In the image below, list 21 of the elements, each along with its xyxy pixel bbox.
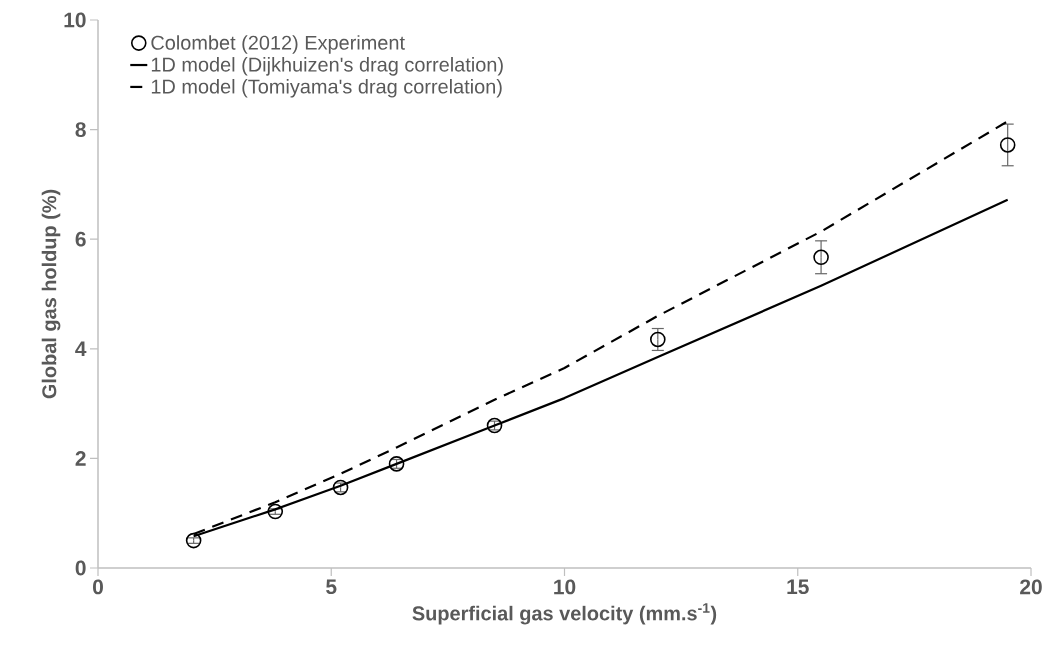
x-tick-label: 5 xyxy=(326,579,337,595)
y-tick-label: 8 xyxy=(75,122,86,137)
x-tick-label: 0 xyxy=(93,579,103,595)
x-tick-label: 20 xyxy=(1020,579,1042,595)
point xyxy=(185,532,202,549)
legend-label: 1D model (Dijkhuizen's drag correlation) xyxy=(151,57,503,76)
point xyxy=(999,137,1016,153)
y-tick-label: 2 xyxy=(75,451,86,466)
x-tick-label: 10 xyxy=(554,579,576,595)
y-tick-label: 0 xyxy=(75,560,86,576)
point xyxy=(267,503,284,520)
y-tick-label: 4 xyxy=(75,341,87,356)
x-axis-title: Superficial gas velocity (mm.s$^{-1}$) xyxy=(412,603,717,625)
legend-label: 1D model (Tomiyama's drag correlation) xyxy=(151,78,502,98)
y-tick-label: 10 xyxy=(64,12,86,28)
point xyxy=(813,249,829,266)
y-tick-label: 6 xyxy=(75,231,86,247)
x-tick-label: 15 xyxy=(787,579,809,595)
point xyxy=(650,331,666,348)
y-axis-title: Global gas holdup (%) xyxy=(41,189,61,399)
legend-label: Colombet (2012) Experiment xyxy=(151,35,405,54)
